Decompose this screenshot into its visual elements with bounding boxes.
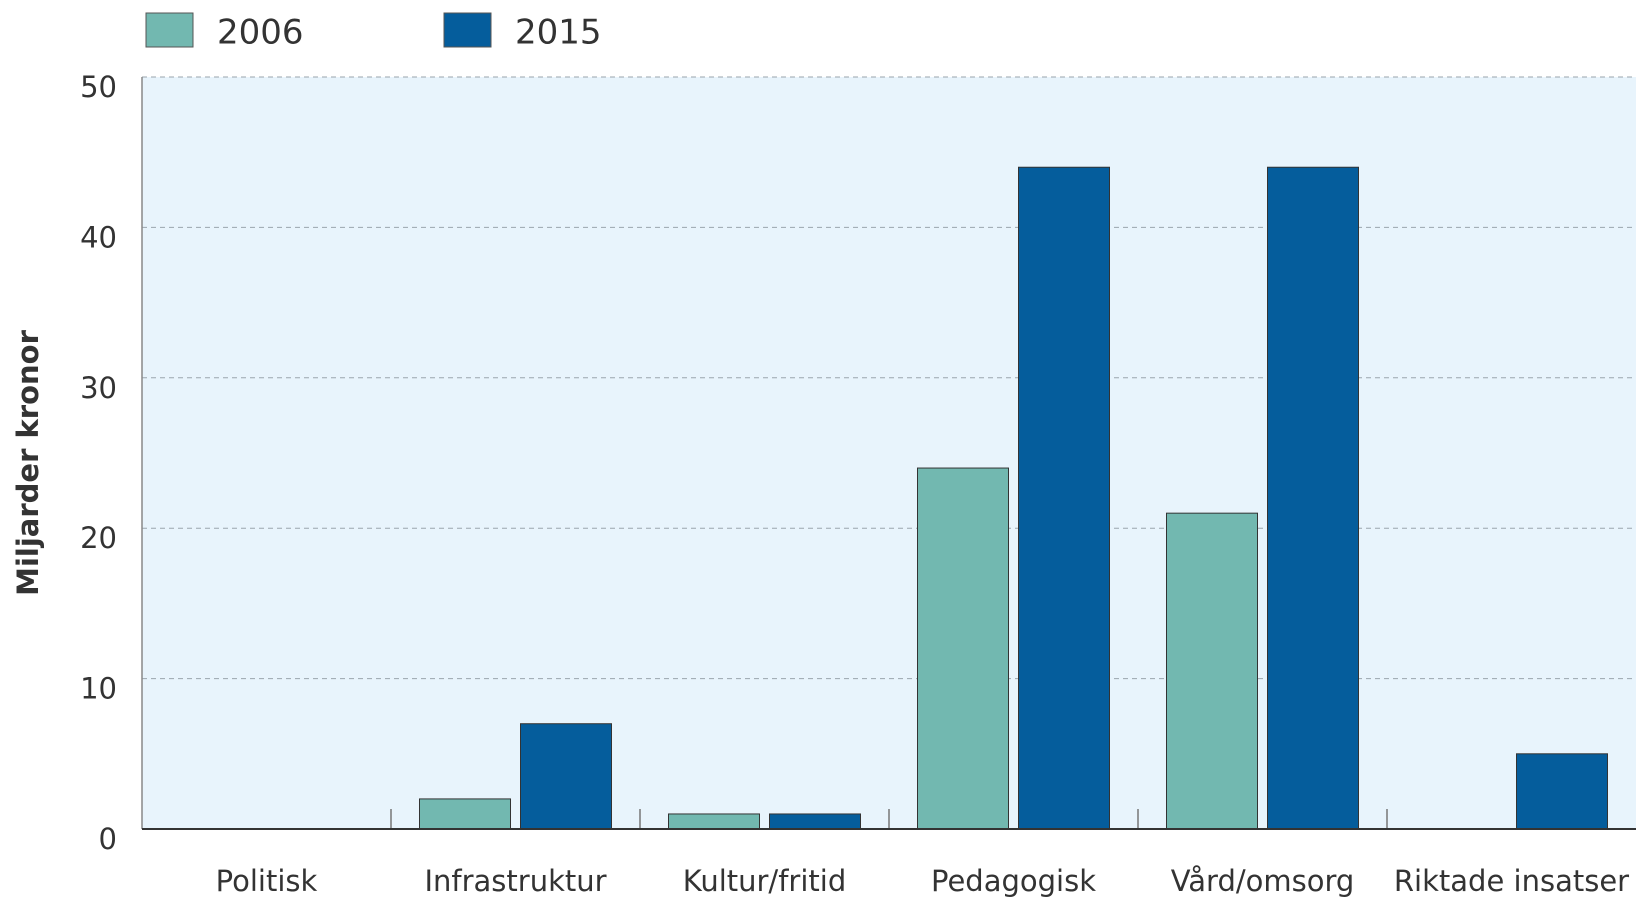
bar (1166, 512, 1258, 830)
y-tick-label: 30 (80, 371, 117, 405)
y-tick-label: 40 (80, 220, 117, 254)
bar (917, 467, 1009, 830)
y-axis-label: Miljarder kronor (11, 329, 45, 595)
legend-swatch (443, 12, 492, 48)
legend-label: 2006 (217, 13, 304, 53)
y-tick-label: 20 (80, 521, 117, 555)
x-tick-label: Riktade insatser (1394, 864, 1629, 897)
bar (769, 813, 861, 830)
bar (1018, 166, 1110, 830)
bar (520, 723, 612, 830)
legend-label: 2015 (515, 13, 602, 53)
x-tick-label: Vård/omsorg (1171, 864, 1355, 897)
plot-background (142, 77, 1636, 829)
bar (668, 813, 760, 830)
x-tick-label: Infrastruktur (424, 864, 606, 897)
bar (1267, 166, 1359, 830)
bar (1516, 753, 1608, 830)
x-tick-label: Pedagogisk (931, 864, 1096, 897)
legend-swatch (145, 12, 194, 48)
y-tick-label: 0 (99, 822, 117, 856)
y-tick-label: 10 (80, 672, 117, 706)
y-tick-label: 50 (80, 70, 117, 104)
x-tick-label: Politisk (216, 864, 318, 897)
x-tick-label: Kultur/fritid (683, 864, 846, 897)
bar (419, 798, 511, 830)
